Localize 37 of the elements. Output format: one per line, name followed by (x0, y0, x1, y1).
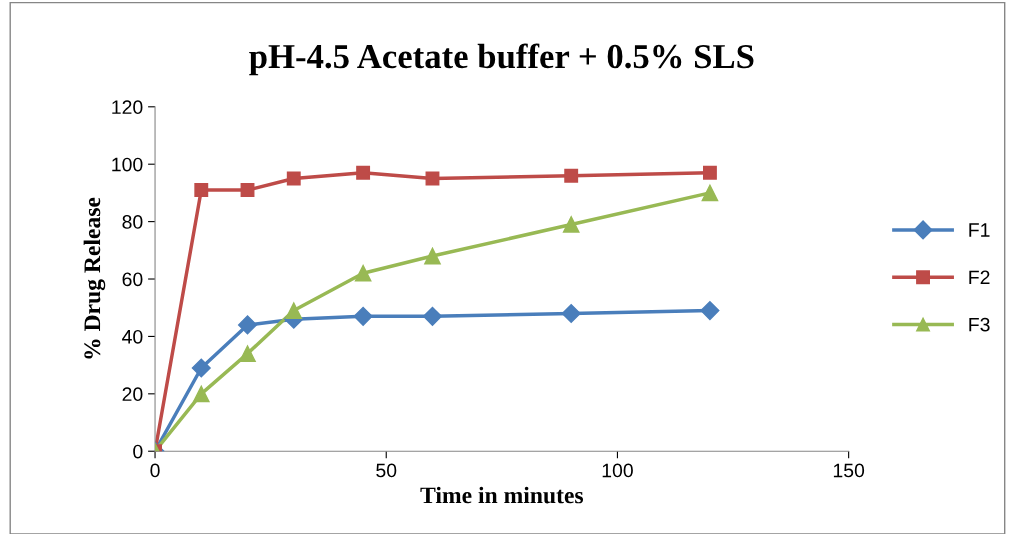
point (356, 165, 371, 180)
point (700, 301, 720, 321)
x-tick-label: 150 (833, 463, 865, 478)
point (561, 303, 581, 323)
y-tick-label: 20 (122, 387, 143, 402)
point (702, 165, 717, 180)
point (285, 302, 303, 319)
point (240, 183, 255, 197)
y-tick-label: 40 (122, 329, 143, 344)
legend-label: F1 (969, 223, 990, 237)
legend-label: F2 (969, 270, 990, 285)
point (239, 345, 256, 362)
y-axis-title: % Drug Release (83, 197, 106, 359)
x-axis-title: Time in minutes (420, 486, 584, 504)
x-tick-label: 0 (150, 463, 160, 478)
point (194, 183, 209, 197)
point (286, 171, 301, 186)
point (562, 216, 580, 233)
point (425, 171, 440, 186)
point (424, 247, 441, 265)
point (354, 264, 372, 282)
y-tick-label: 100 (112, 157, 143, 172)
point (353, 306, 373, 326)
point (701, 184, 719, 202)
point (191, 358, 211, 378)
point (237, 315, 258, 335)
legend-label: F3 (969, 317, 990, 332)
point (422, 306, 443, 326)
point (192, 385, 210, 403)
y-tick-label: 60 (122, 272, 143, 287)
x-tick-label: 50 (376, 463, 397, 478)
x-tick-label: 100 (602, 463, 633, 478)
y-tick-label: 80 (122, 215, 143, 229)
y-tick-label: 0 (133, 444, 143, 459)
point (564, 168, 579, 183)
y-tick-label: 120 (112, 100, 143, 115)
chart-title: pH-4.5 Acetate buffer + 0.5% SLS (249, 43, 754, 76)
